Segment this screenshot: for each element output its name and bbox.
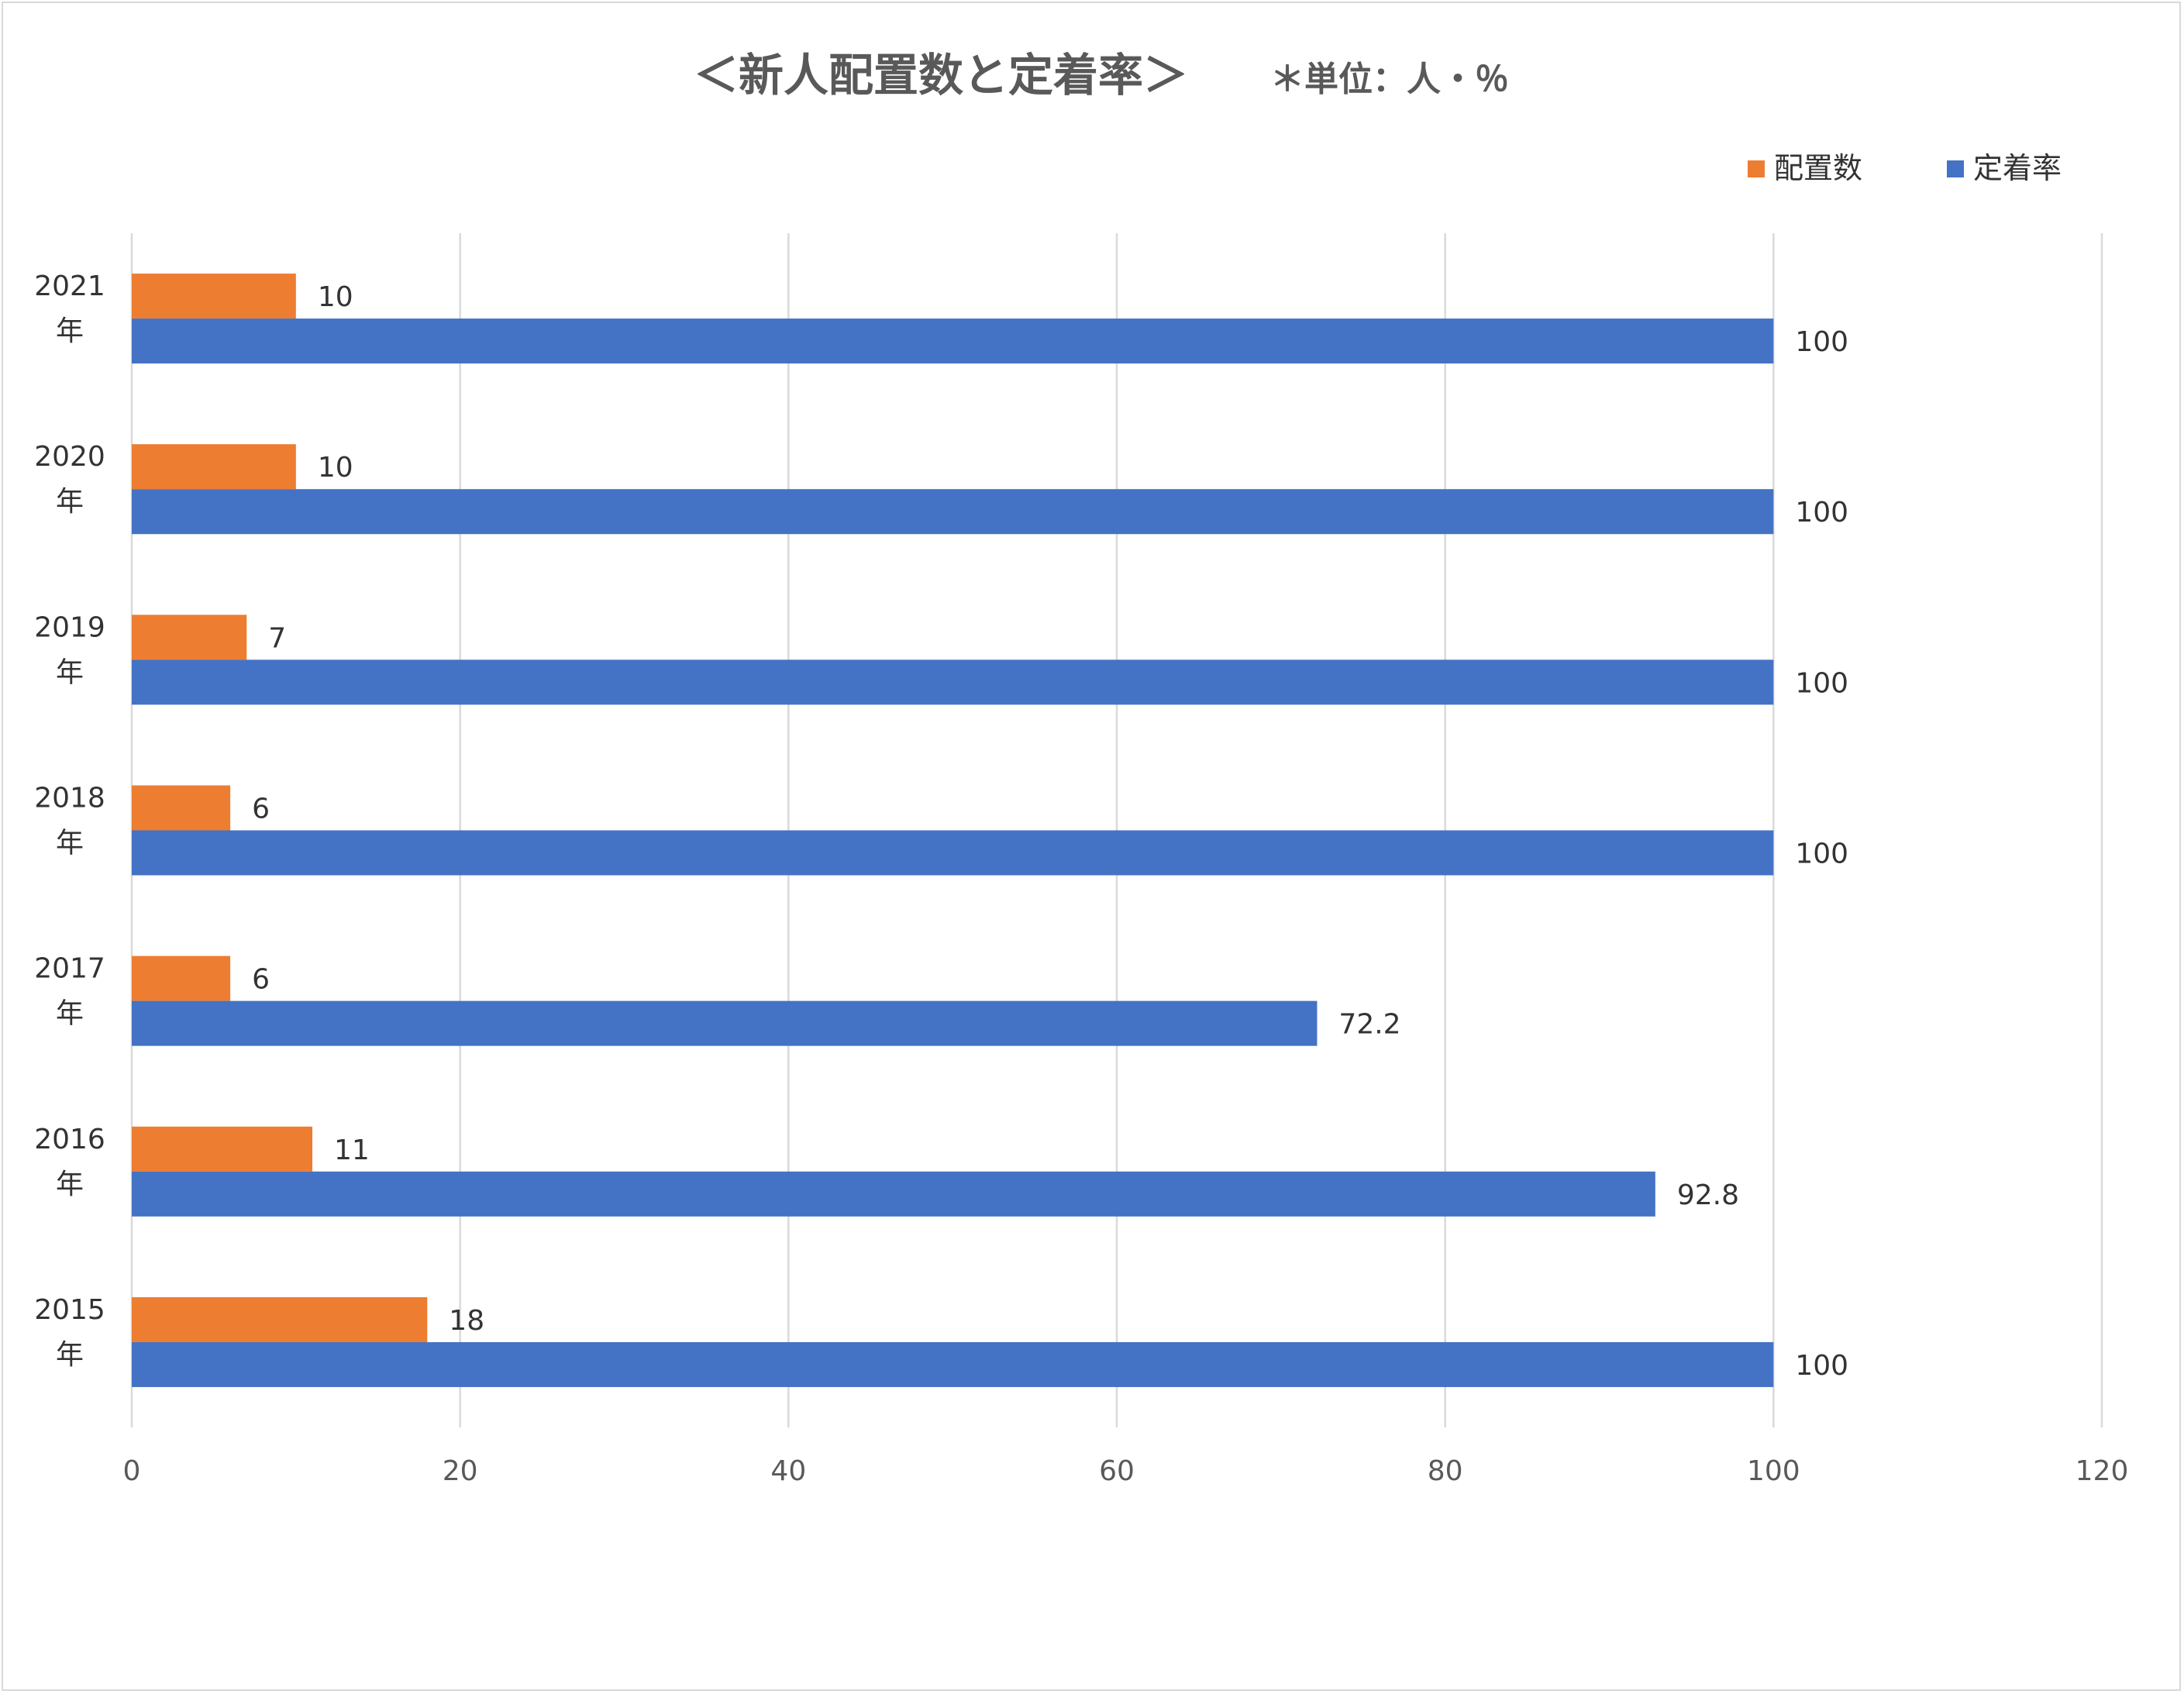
category-label: 年: [56, 828, 84, 859]
category-label: 年: [56, 486, 84, 518]
x-tick-label: 0: [123, 1455, 141, 1487]
legend: 配置数 定着率: [1748, 151, 2062, 185]
category-label: 年: [56, 998, 84, 1030]
legend-swatch: [1947, 160, 1964, 177]
bar-retention: [132, 489, 1774, 535]
category-label: 年: [56, 315, 84, 347]
bar-retention: [132, 830, 1774, 876]
x-tick-label: 80: [1428, 1455, 1463, 1487]
data-label: 6: [252, 794, 270, 825]
legend-label: 配置数: [1774, 151, 1862, 185]
x-tick-labels: 0 20 40 60 80 100 120: [123, 1455, 2129, 1487]
bar-placement: [132, 1126, 313, 1172]
data-label: 92.8: [1677, 1179, 1739, 1211]
data-label: 100: [1795, 497, 1848, 529]
chart-subtitle: ＊単位：人・％: [1270, 60, 1509, 99]
category-label: 2021: [34, 270, 105, 302]
data-label: 6: [252, 964, 270, 996]
bar-retention: [132, 1341, 1774, 1387]
category-label: 2015: [34, 1294, 105, 1326]
category-label: 2017: [34, 953, 105, 985]
bar-placement: [132, 955, 231, 1001]
bar-retention: [132, 659, 1774, 705]
category-label: 2016: [34, 1124, 105, 1155]
data-label: 72.2: [1338, 1009, 1400, 1041]
data-label: 18: [449, 1305, 484, 1337]
legend-label: 定着率: [1973, 151, 2062, 185]
bar-retention: [132, 318, 1774, 364]
bar-placement: [132, 615, 247, 660]
bar-placement: [132, 274, 296, 319]
data-label: 10: [318, 452, 353, 484]
bar-retention: [132, 1171, 1655, 1217]
x-tick-label: 120: [2075, 1455, 2129, 1487]
data-label: 100: [1795, 667, 1848, 699]
legend-swatch: [1748, 160, 1765, 177]
data-label: 11: [334, 1134, 370, 1166]
category-label: 2019: [34, 611, 105, 643]
x-tick-label: 20: [443, 1455, 478, 1487]
data-labels: 10 100 10 100 7 100 6 100 6 72.2 11 92.8 18 100: [252, 281, 1848, 1382]
chart-title: ＜新人配置数と定着率＞: [694, 49, 1188, 102]
bars: [132, 274, 1774, 1387]
data-label: 100: [1795, 326, 1848, 358]
bar-placement: [132, 444, 296, 490]
x-tick-label: 100: [1747, 1455, 1800, 1487]
category-label: 年: [56, 1169, 84, 1200]
bar-placement: [132, 785, 231, 831]
category-label: 2020: [34, 441, 105, 473]
data-label: 100: [1795, 1350, 1848, 1382]
bar-retention: [132, 1000, 1318, 1046]
category-labels: 2021 年 2020 年 2019 年 2018 年 2017 年 2016 年 2015 年: [34, 270, 105, 1371]
chart-svg: ＜新人配置数と定着率＞ ＊単位：人・％ 配置数 定着率 1010010100710…: [34, 49, 2129, 1487]
data-label: 100: [1795, 838, 1848, 870]
x-tick-label: 60: [1099, 1455, 1135, 1487]
category-label: 年: [56, 1339, 84, 1371]
x-tick-label: 40: [770, 1455, 806, 1487]
category-label: 年: [56, 656, 84, 688]
bar-placement: [132, 1296, 428, 1342]
data-label: 10: [318, 281, 353, 313]
data-label: 7: [268, 622, 286, 654]
category-label: 2018: [34, 783, 105, 814]
